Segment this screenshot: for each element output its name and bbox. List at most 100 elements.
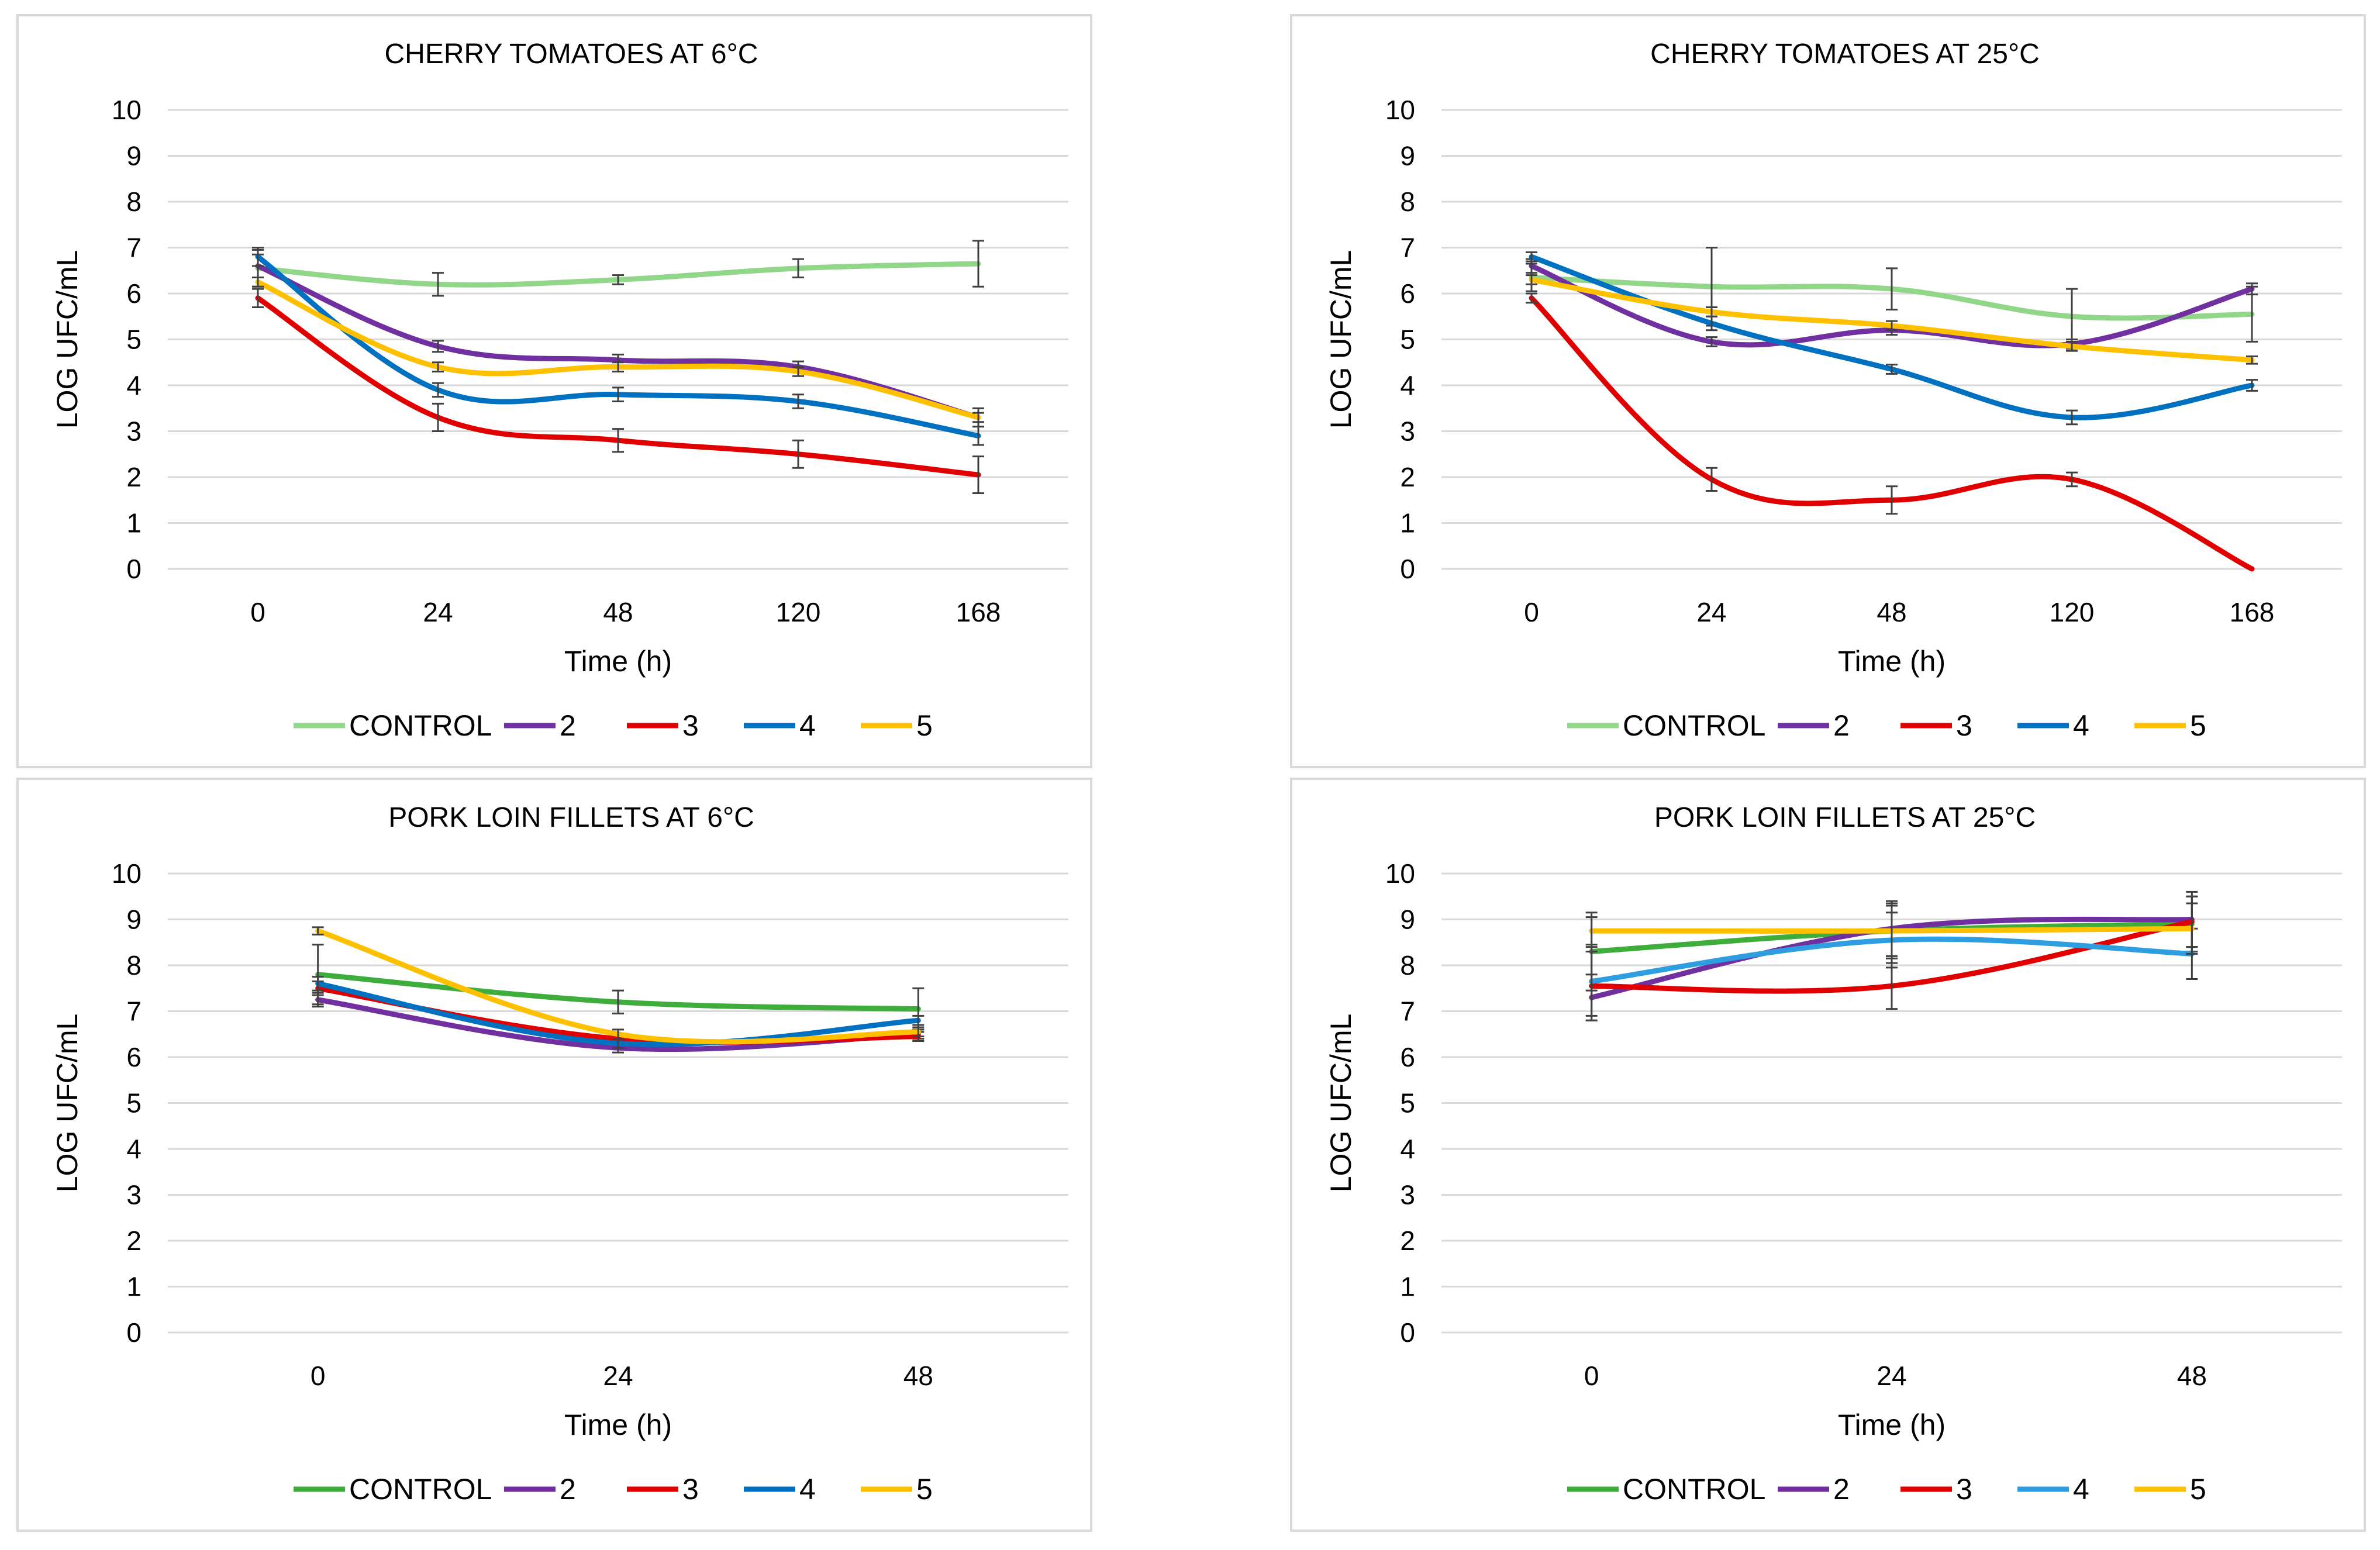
y-tick-label: 4 (126, 370, 142, 401)
x-tick-label: 24 (603, 1361, 633, 1391)
legend-label: 4 (2073, 1473, 2089, 1506)
legend-label: 5 (2190, 1473, 2206, 1506)
legend-label: 4 (799, 709, 816, 742)
legend-label: 5 (916, 709, 933, 742)
y-tick-label: 3 (126, 416, 142, 447)
y-tick-label: 1 (126, 508, 142, 538)
chart-title: CHERRY TOMATOES AT 25°C (1650, 39, 2040, 70)
y-tick-label: 7 (126, 233, 142, 263)
y-tick-label: 8 (1400, 187, 1415, 217)
y-tick-label: 10 (112, 858, 142, 889)
y-tick-label: 5 (1400, 1088, 1415, 1119)
x-tick-label: 48 (603, 597, 633, 627)
x-tick-label: 168 (956, 597, 1001, 627)
y-tick-label: 10 (1385, 858, 1415, 889)
y-axis-label: LOG UFC/mL (1324, 1014, 1357, 1193)
x-tick-label: 0 (250, 597, 265, 627)
y-tick-label: 0 (1400, 1317, 1415, 1348)
series-line-3 (1529, 295, 2255, 572)
legend-label: CONTROL (349, 709, 492, 742)
y-tick-label: 3 (1400, 416, 1415, 447)
x-tick-label: 168 (2230, 597, 2275, 627)
y-tick-label: 1 (126, 1272, 142, 1302)
legend-label: 3 (1956, 1473, 1972, 1506)
y-tick-label: 6 (1400, 1042, 1415, 1072)
y-tick-label: 5 (1400, 325, 1415, 355)
y-tick-label: 3 (1400, 1180, 1415, 1210)
x-tick-label: 48 (2177, 1361, 2207, 1391)
legend-label: 3 (682, 709, 699, 742)
y-tick-label: 8 (126, 187, 142, 217)
x-axis-label: Time (h) (1838, 645, 1946, 678)
legend-label: 2 (1833, 1473, 1850, 1506)
y-tick-label: 2 (126, 1225, 142, 1256)
y-tick-label: 7 (1400, 996, 1415, 1027)
chart-svg-pork-25c: PORK LOIN FILLETS AT 25°C 0 1 2 3 4 5 6 7 8 9 10 0 24… (1324, 802, 2342, 1506)
y-tick-label: 5 (126, 1088, 142, 1119)
chart-panel-cherry-6c: CHERRY TOMATOES AT 6°C 0 1 2 3 4 5 6 7 8 9 10 0 24 48 1… (16, 14, 1092, 768)
legend-label: 2 (1833, 709, 1850, 742)
legend-label: 3 (1956, 709, 1972, 742)
y-tick-label: 0 (1400, 554, 1415, 584)
y-tick-label: 9 (126, 905, 142, 935)
x-tick-label: 0 (311, 1361, 326, 1391)
legend-label: CONTROL (1623, 709, 1765, 742)
y-tick-label: 4 (126, 1134, 142, 1164)
x-tick-label: 48 (1877, 597, 1906, 627)
legend-label: 5 (2190, 709, 2206, 742)
x-tick-label: 24 (423, 597, 453, 627)
chart-panel-cherry-25c: CHERRY TOMATOES AT 25°C 0 1 2 3 4 5 6 7 8 9 10 0 24 48… (1290, 14, 2366, 768)
y-tick-label: 8 (126, 950, 142, 981)
y-tick-label: 6 (126, 1042, 142, 1072)
chart-title: PORK LOIN FILLETS AT 6°C (388, 802, 754, 833)
y-tick-label: 4 (1400, 370, 1415, 401)
chart-title: PORK LOIN FILLETS AT 25°C (1654, 802, 2036, 833)
legend-label: CONTROL (1623, 1473, 1765, 1506)
legend-label: 3 (682, 1473, 699, 1506)
y-tick-label: 0 (126, 554, 142, 584)
y-tick-label: 1 (1400, 508, 1415, 538)
chart-panel-pork-6c: PORK LOIN FILLETS AT 6°C 0 1 2 3 4 5 6 7 8 9 10 0 24 4… (16, 778, 1092, 1532)
x-tick-label: 24 (1877, 1361, 1906, 1391)
x-axis-label: Time (h) (1838, 1409, 1946, 1441)
x-tick-label: 0 (1584, 1361, 1599, 1391)
chart-title: CHERRY TOMATOES AT 6°C (385, 39, 758, 70)
x-tick-label: 120 (776, 597, 821, 627)
y-tick-label: 3 (126, 1180, 142, 1210)
legend-label: 5 (916, 1473, 933, 1506)
x-axis-label: Time (h) (564, 1409, 672, 1441)
y-tick-label: 8 (1400, 950, 1415, 981)
y-tick-label: 9 (1400, 905, 1415, 935)
x-tick-label: 120 (2050, 597, 2095, 627)
y-tick-label: 5 (126, 325, 142, 355)
y-tick-label: 4 (1400, 1134, 1415, 1164)
y-tick-label: 2 (1400, 462, 1415, 492)
y-tick-label: 6 (126, 278, 142, 309)
legend-label: 2 (560, 709, 576, 742)
y-tick-label: 9 (126, 141, 142, 171)
y-tick-label: 1 (1400, 1272, 1415, 1302)
legend-label: 2 (560, 1473, 576, 1506)
legend-label: 4 (2073, 709, 2089, 742)
x-tick-label: 0 (1524, 597, 1539, 627)
legend-label: 4 (799, 1473, 816, 1506)
y-tick-label: 7 (126, 996, 142, 1027)
y-axis-label: LOG UFC/mL (51, 1014, 84, 1193)
x-tick-label: 24 (1696, 597, 1726, 627)
y-tick-label: 10 (112, 95, 142, 125)
y-tick-label: 6 (1400, 278, 1415, 309)
y-tick-label: 9 (1400, 141, 1415, 171)
y-tick-label: 7 (1400, 233, 1415, 263)
y-axis-label: LOG UFC/mL (1324, 250, 1357, 429)
x-axis-label: Time (h) (564, 645, 672, 678)
y-axis-label: LOG UFC/mL (51, 250, 84, 429)
x-tick-label: 48 (903, 1361, 933, 1391)
y-tick-label: 2 (126, 462, 142, 492)
chart-panel-pork-25c: PORK LOIN FILLETS AT 25°C 0 1 2 3 4 5 6 7 8 9 10 0 24… (1290, 778, 2366, 1532)
legend-label: CONTROL (349, 1473, 492, 1506)
y-tick-label: 10 (1385, 95, 1415, 125)
